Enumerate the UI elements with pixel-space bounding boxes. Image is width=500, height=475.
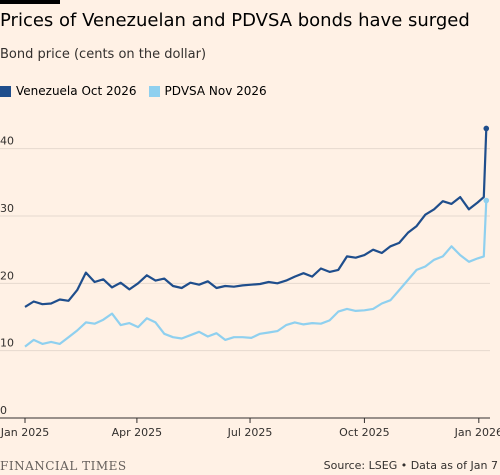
top-rule [0, 0, 60, 4]
y-tick-label-0: 0 [0, 404, 7, 417]
series-line-1 [24, 200, 488, 348]
y-tick-label-20: 20 [0, 269, 14, 282]
legend-swatch-pdvsa [148, 85, 160, 97]
legend-item-pdvsa: PDVSA Nov 2026 [148, 84, 267, 98]
y-tick-label-10: 10 [0, 337, 14, 350]
x-tick-label-0: Jan 2025 [0, 426, 49, 439]
series-end-marker-1 [483, 197, 490, 204]
x-tick-label-2: Jul 2025 [227, 426, 273, 439]
legend-item-venezuela: Venezuela Oct 2026 [0, 84, 137, 98]
chart-title: Prices of Venezuelan and PDVSA bonds hav… [0, 10, 470, 31]
chart-subtitle: Bond price (cents on the dollar) [0, 47, 207, 62]
x-tick-label-4: Jan 2026 [454, 426, 500, 439]
ft-logo-text: FINANCIAL TIMES [0, 459, 127, 473]
legend: Venezuela Oct 2026 PDVSA Nov 2026 [0, 84, 279, 98]
x-tick-label-1: Apr 2025 [112, 426, 163, 439]
x-tick-label-3: Oct 2025 [339, 426, 390, 439]
y-tick-label-40: 40 [0, 135, 14, 148]
legend-label-pdvsa: PDVSA Nov 2026 [164, 84, 267, 98]
legend-label-venezuela: Venezuela Oct 2026 [16, 84, 137, 98]
source-note: Source: LSEG • Data as of Jan 7 [323, 459, 498, 472]
series-line-0 [24, 128, 488, 308]
series-end-marker-0 [483, 125, 490, 132]
legend-swatch-venezuela [0, 85, 11, 97]
y-tick-label-30: 30 [0, 202, 14, 215]
